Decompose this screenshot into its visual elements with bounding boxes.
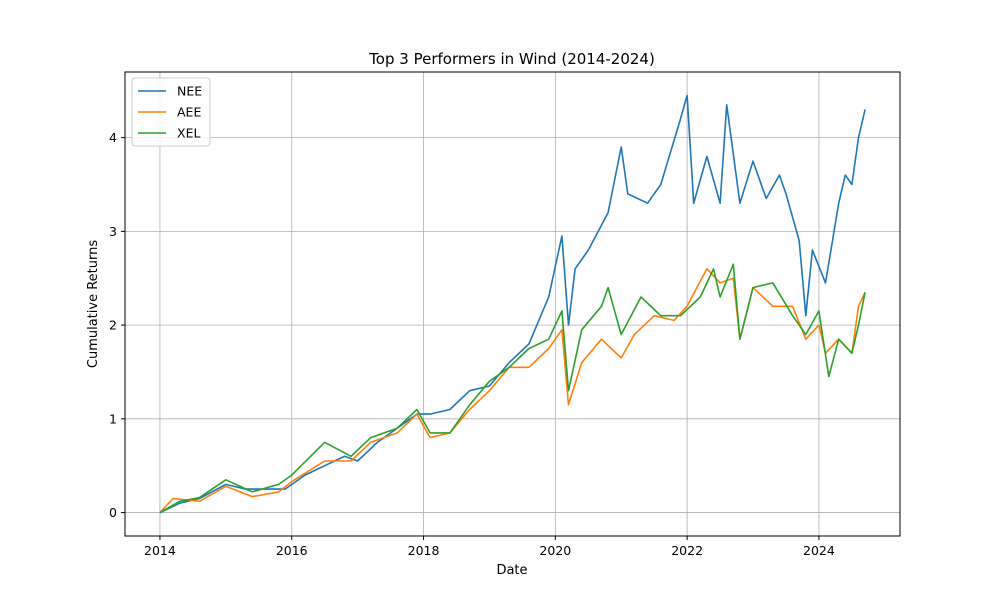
x-axis-ticks: 2014 2016 2018 2020 2022 2024 [144,536,835,558]
plot-frame [124,71,901,537]
y-tick-label: 3 [109,224,117,239]
legend: NEE AEE XEL [131,77,211,147]
legend-label-aee: AEE [177,105,201,120]
grid-lines [125,72,900,536]
legend-label-nee: NEE [177,84,202,99]
x-axis-label: Date [496,563,527,578]
y-tick-label: 1 [109,411,117,426]
x-tick-label: 2018 [408,543,440,558]
y-tick-label: 4 [109,130,117,145]
y-tick-label: 2 [109,318,117,333]
series-line-xel [159,263,866,514]
y-axis-ticks: 0 1 2 3 4 [109,130,125,520]
legend-box [131,77,211,147]
x-tick-label: 2014 [144,543,176,558]
y-axis-label: Cumulative Returns [86,240,101,368]
x-tick-label: 2020 [539,543,571,558]
legend-label-xel: XEL [177,126,200,141]
series-line-nee [159,94,866,514]
plot-lines [159,94,866,514]
x-tick-label: 2024 [803,543,835,558]
x-tick-label: 2022 [671,543,703,558]
chart-title: Top 3 Performers in Wind (2014-2024) [368,50,655,68]
x-tick-label: 2016 [276,543,308,558]
series-line-aee [159,268,866,514]
y-tick-label: 0 [109,505,117,520]
